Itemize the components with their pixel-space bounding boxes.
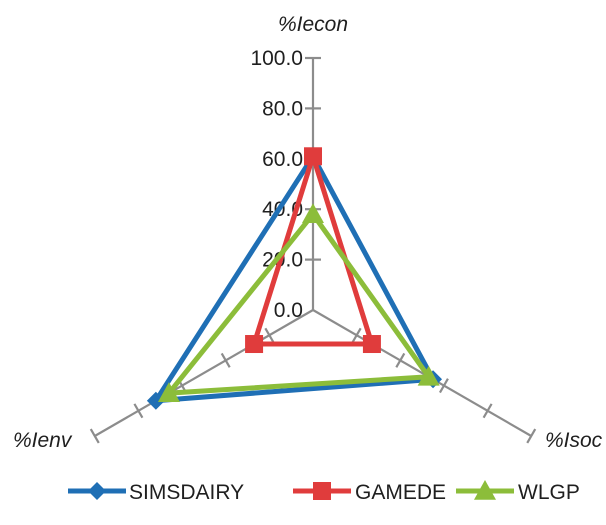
tick-label: 80.0 — [262, 97, 303, 120]
triangle-marker — [302, 203, 324, 224]
square-marker — [245, 335, 264, 354]
series-wlgp — [157, 203, 440, 402]
legend: SIMSDAIRY GAMEDE WLGP — [68, 480, 580, 504]
tick-label: 0.0 — [274, 299, 303, 322]
tick-mark — [264, 327, 275, 343]
axis-line-ienv — [94, 309, 314, 437]
tick-mark — [438, 378, 449, 394]
tick-mark — [482, 403, 493, 419]
tick-mark — [395, 352, 406, 368]
tick-label: 100.0 — [250, 47, 303, 70]
diamond-marker — [146, 391, 165, 410]
axis-label-isoc: %Isoc — [545, 429, 603, 452]
axes-layer — [89, 56, 537, 444]
tick-mark — [526, 428, 537, 444]
axis-line-isoc — [312, 309, 532, 437]
triangle-marker — [417, 365, 440, 386]
legend-item-simsdairy: SIMSDAIRY — [68, 481, 244, 504]
axis-label-ienv: %Ienv — [13, 429, 73, 452]
triangle-marker — [474, 480, 496, 500]
triangle-marker — [157, 382, 180, 402]
series-layer — [146, 147, 443, 410]
legend-label: WLGP — [518, 481, 580, 504]
series-line-simsdairy — [151, 151, 438, 404]
legend-label: GAMEDE — [355, 481, 446, 504]
tick-label: 60.0 — [262, 148, 303, 171]
legend-item-wlgp: WLGP — [456, 480, 580, 504]
axis-label-iecon: %Iecon — [278, 13, 348, 36]
legend-item-gamede: GAMEDE — [293, 481, 446, 504]
series-simsdairy — [146, 147, 443, 410]
tick-mark — [89, 428, 100, 444]
legend-label: SIMSDAIRY — [129, 481, 244, 504]
tick-mark — [351, 327, 362, 343]
series-line-wlgp — [163, 210, 434, 397]
tick-mark — [220, 352, 231, 368]
square-marker — [362, 335, 381, 354]
diamond-marker — [88, 482, 106, 500]
tick-mark — [133, 403, 144, 419]
square-marker — [304, 147, 322, 166]
square-marker — [313, 482, 331, 500]
